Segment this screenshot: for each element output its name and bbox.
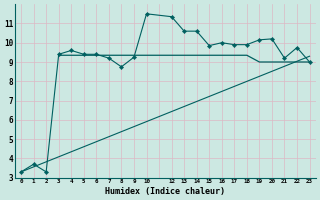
- X-axis label: Humidex (Indice chaleur): Humidex (Indice chaleur): [105, 187, 225, 196]
